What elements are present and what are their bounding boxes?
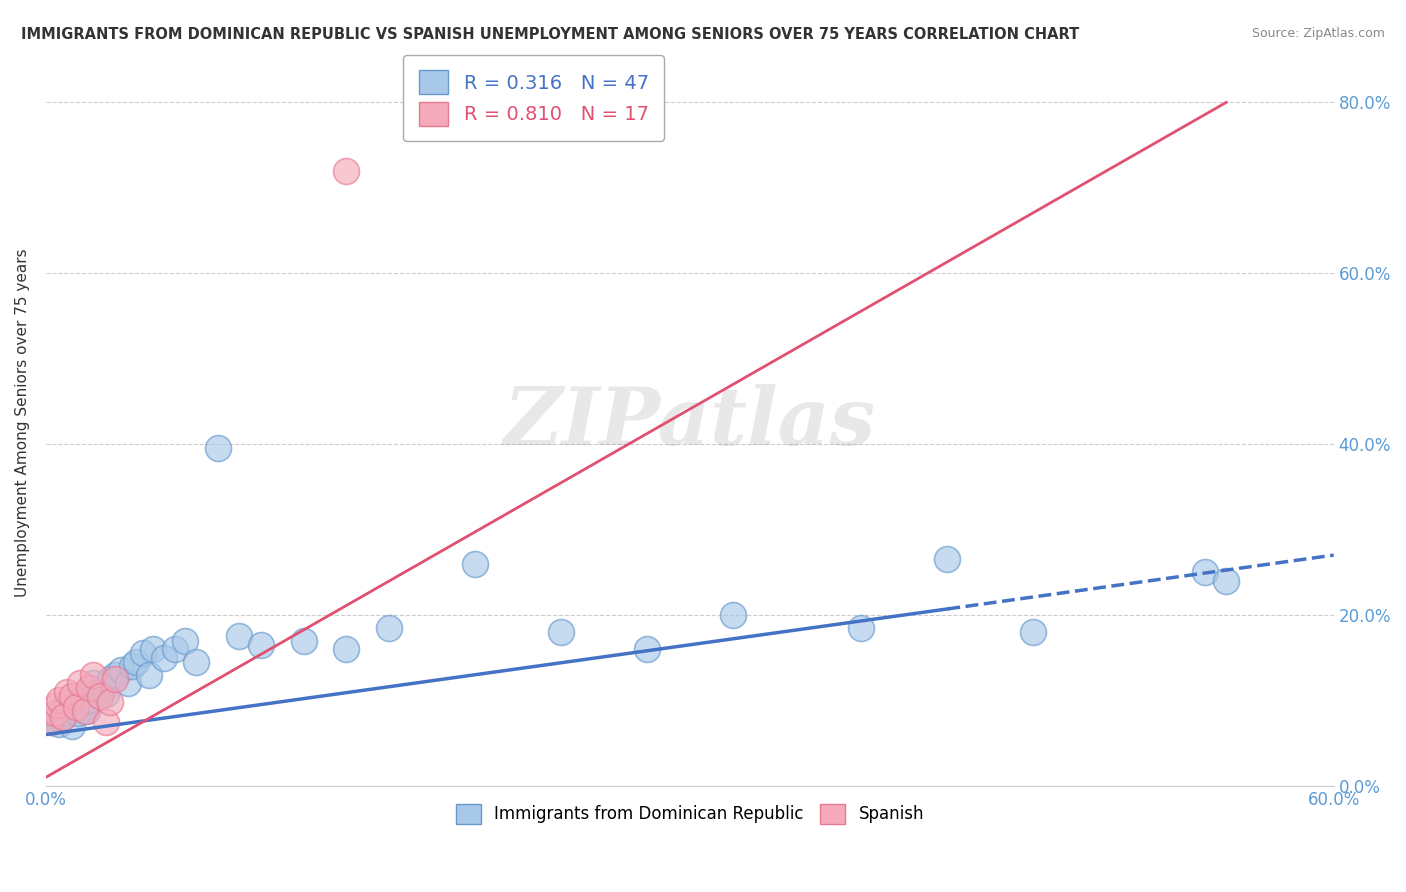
Point bbox=[636, 642, 658, 657]
Legend: Immigrants from Dominican Republic, Spanish: Immigrants from Dominican Republic, Span… bbox=[444, 792, 935, 836]
Point bbox=[63, 693, 86, 707]
Point bbox=[1194, 565, 1216, 579]
Point bbox=[53, 706, 76, 721]
Point bbox=[125, 655, 148, 669]
Point bbox=[52, 710, 75, 724]
Point bbox=[82, 667, 104, 681]
Point bbox=[56, 685, 79, 699]
Point bbox=[86, 685, 108, 699]
Point bbox=[104, 667, 127, 681]
Point bbox=[93, 681, 115, 695]
Point bbox=[550, 625, 572, 640]
Point bbox=[82, 676, 104, 690]
Y-axis label: Unemployment Among Seniors over 75 years: Unemployment Among Seniors over 75 years bbox=[15, 248, 30, 597]
Point bbox=[104, 672, 127, 686]
Point bbox=[73, 700, 96, 714]
Point bbox=[89, 689, 111, 703]
Point bbox=[60, 689, 83, 703]
Point bbox=[249, 638, 271, 652]
Point bbox=[163, 642, 186, 657]
Point bbox=[94, 686, 117, 700]
Point bbox=[60, 719, 83, 733]
Point bbox=[73, 704, 96, 718]
Point bbox=[1022, 625, 1045, 640]
Point bbox=[45, 698, 67, 712]
Point bbox=[39, 714, 62, 729]
Point bbox=[186, 655, 208, 669]
Point bbox=[721, 607, 744, 622]
Point bbox=[153, 650, 176, 665]
Point bbox=[936, 552, 959, 566]
Point bbox=[98, 695, 121, 709]
Point bbox=[41, 714, 63, 729]
Point bbox=[44, 706, 66, 721]
Text: IMMIGRANTS FROM DOMINICAN REPUBLIC VS SPANISH UNEMPLOYMENT AMONG SENIORS OVER 75: IMMIGRANTS FROM DOMINICAN REPUBLIC VS SP… bbox=[21, 27, 1080, 42]
Point bbox=[58, 704, 80, 718]
Point bbox=[67, 706, 90, 721]
Point bbox=[56, 698, 79, 712]
Point bbox=[335, 163, 357, 178]
Text: ZIPatlas: ZIPatlas bbox=[503, 384, 876, 461]
Point bbox=[1215, 574, 1237, 588]
Point bbox=[89, 689, 111, 703]
Point bbox=[851, 621, 873, 635]
Point bbox=[65, 700, 87, 714]
Point bbox=[69, 698, 91, 712]
Point bbox=[45, 710, 67, 724]
Point bbox=[335, 642, 357, 657]
Point bbox=[378, 621, 401, 635]
Point bbox=[174, 633, 197, 648]
Point bbox=[48, 693, 70, 707]
Point bbox=[292, 633, 315, 648]
Point bbox=[142, 642, 165, 657]
Point bbox=[69, 676, 91, 690]
Point bbox=[77, 693, 100, 707]
Point bbox=[207, 442, 229, 456]
Point bbox=[52, 702, 75, 716]
Point bbox=[228, 629, 250, 643]
Text: Source: ZipAtlas.com: Source: ZipAtlas.com bbox=[1251, 27, 1385, 40]
Point bbox=[98, 672, 121, 686]
Point bbox=[121, 659, 143, 673]
Point bbox=[77, 681, 100, 695]
Point bbox=[94, 714, 117, 729]
Point bbox=[464, 557, 486, 571]
Point bbox=[117, 676, 139, 690]
Point bbox=[110, 664, 132, 678]
Point bbox=[76, 704, 98, 718]
Point bbox=[138, 667, 160, 681]
Point bbox=[131, 646, 153, 660]
Point bbox=[48, 717, 70, 731]
